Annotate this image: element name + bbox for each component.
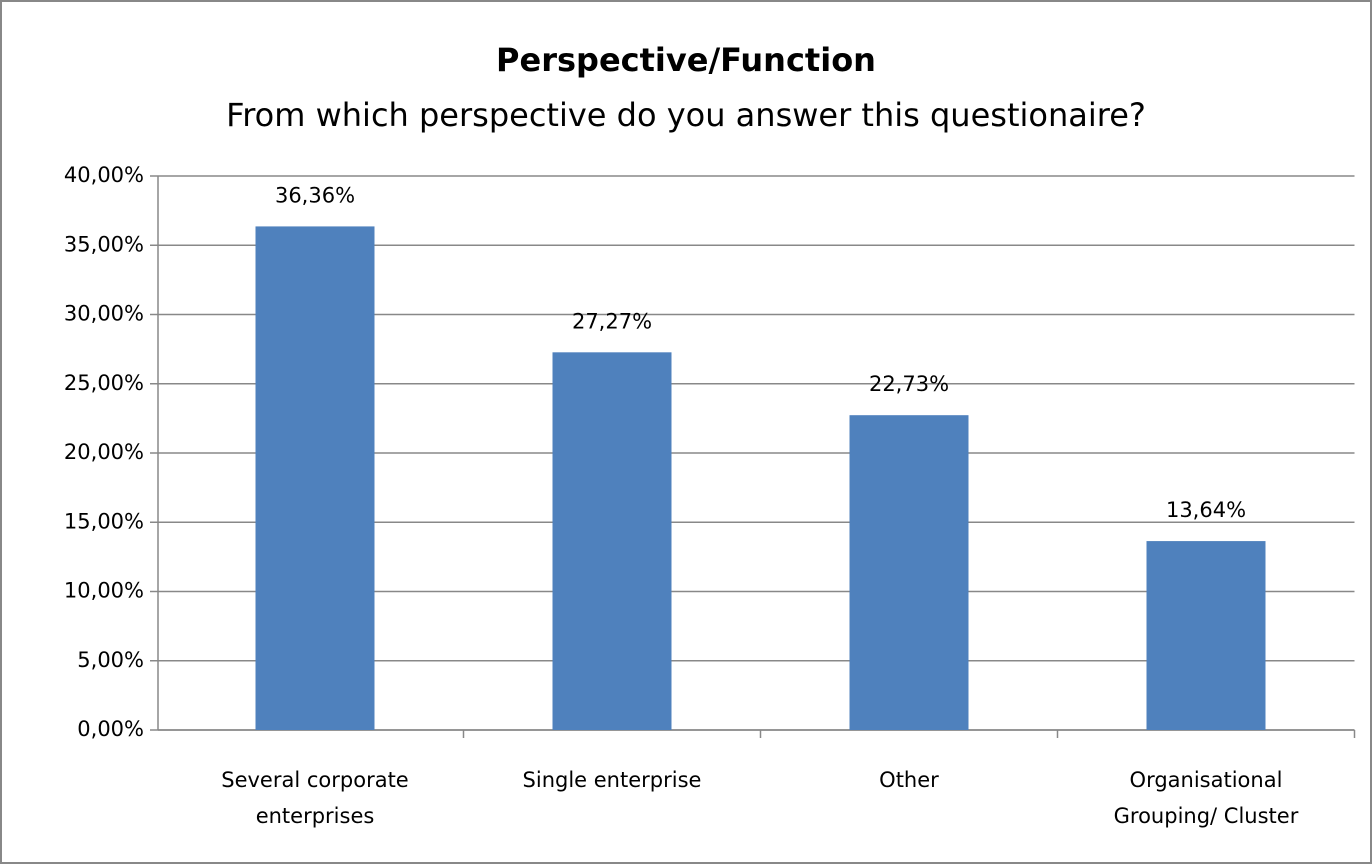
y-tick-label: 25,00%: [64, 371, 144, 395]
y-tick-label: 15,00%: [64, 509, 144, 533]
bar: [1146, 541, 1266, 730]
y-tick-label: 30,00%: [64, 302, 144, 326]
bar: [552, 352, 672, 730]
x-tick-label: Single enterprise: [522, 768, 702, 792]
bar: [849, 415, 969, 730]
y-tick-label: 40,00%: [64, 163, 144, 187]
value-label: 22,73%: [869, 372, 949, 396]
value-label: 36,36%: [275, 183, 355, 207]
x-tick-label: Several corporate enterprises: [221, 768, 409, 828]
x-tick-label: Organisational Grouping/ Cluster: [1113, 768, 1299, 828]
value-label: 13,64%: [1166, 498, 1246, 522]
y-tick-label: 10,00%: [64, 579, 144, 603]
y-tick-label: 5,00%: [77, 648, 144, 672]
bar: [255, 226, 375, 730]
x-tick-label: Other: [879, 768, 939, 792]
value-label: 27,27%: [572, 309, 652, 333]
y-tick-label: 0,00%: [77, 717, 144, 741]
chart-title: Perspective/Function: [496, 41, 876, 79]
chart-subtitle: From which perspective do you answer thi…: [226, 96, 1146, 134]
y-tick-label: 20,00%: [64, 440, 144, 464]
y-tick-label: 35,00%: [64, 232, 144, 256]
